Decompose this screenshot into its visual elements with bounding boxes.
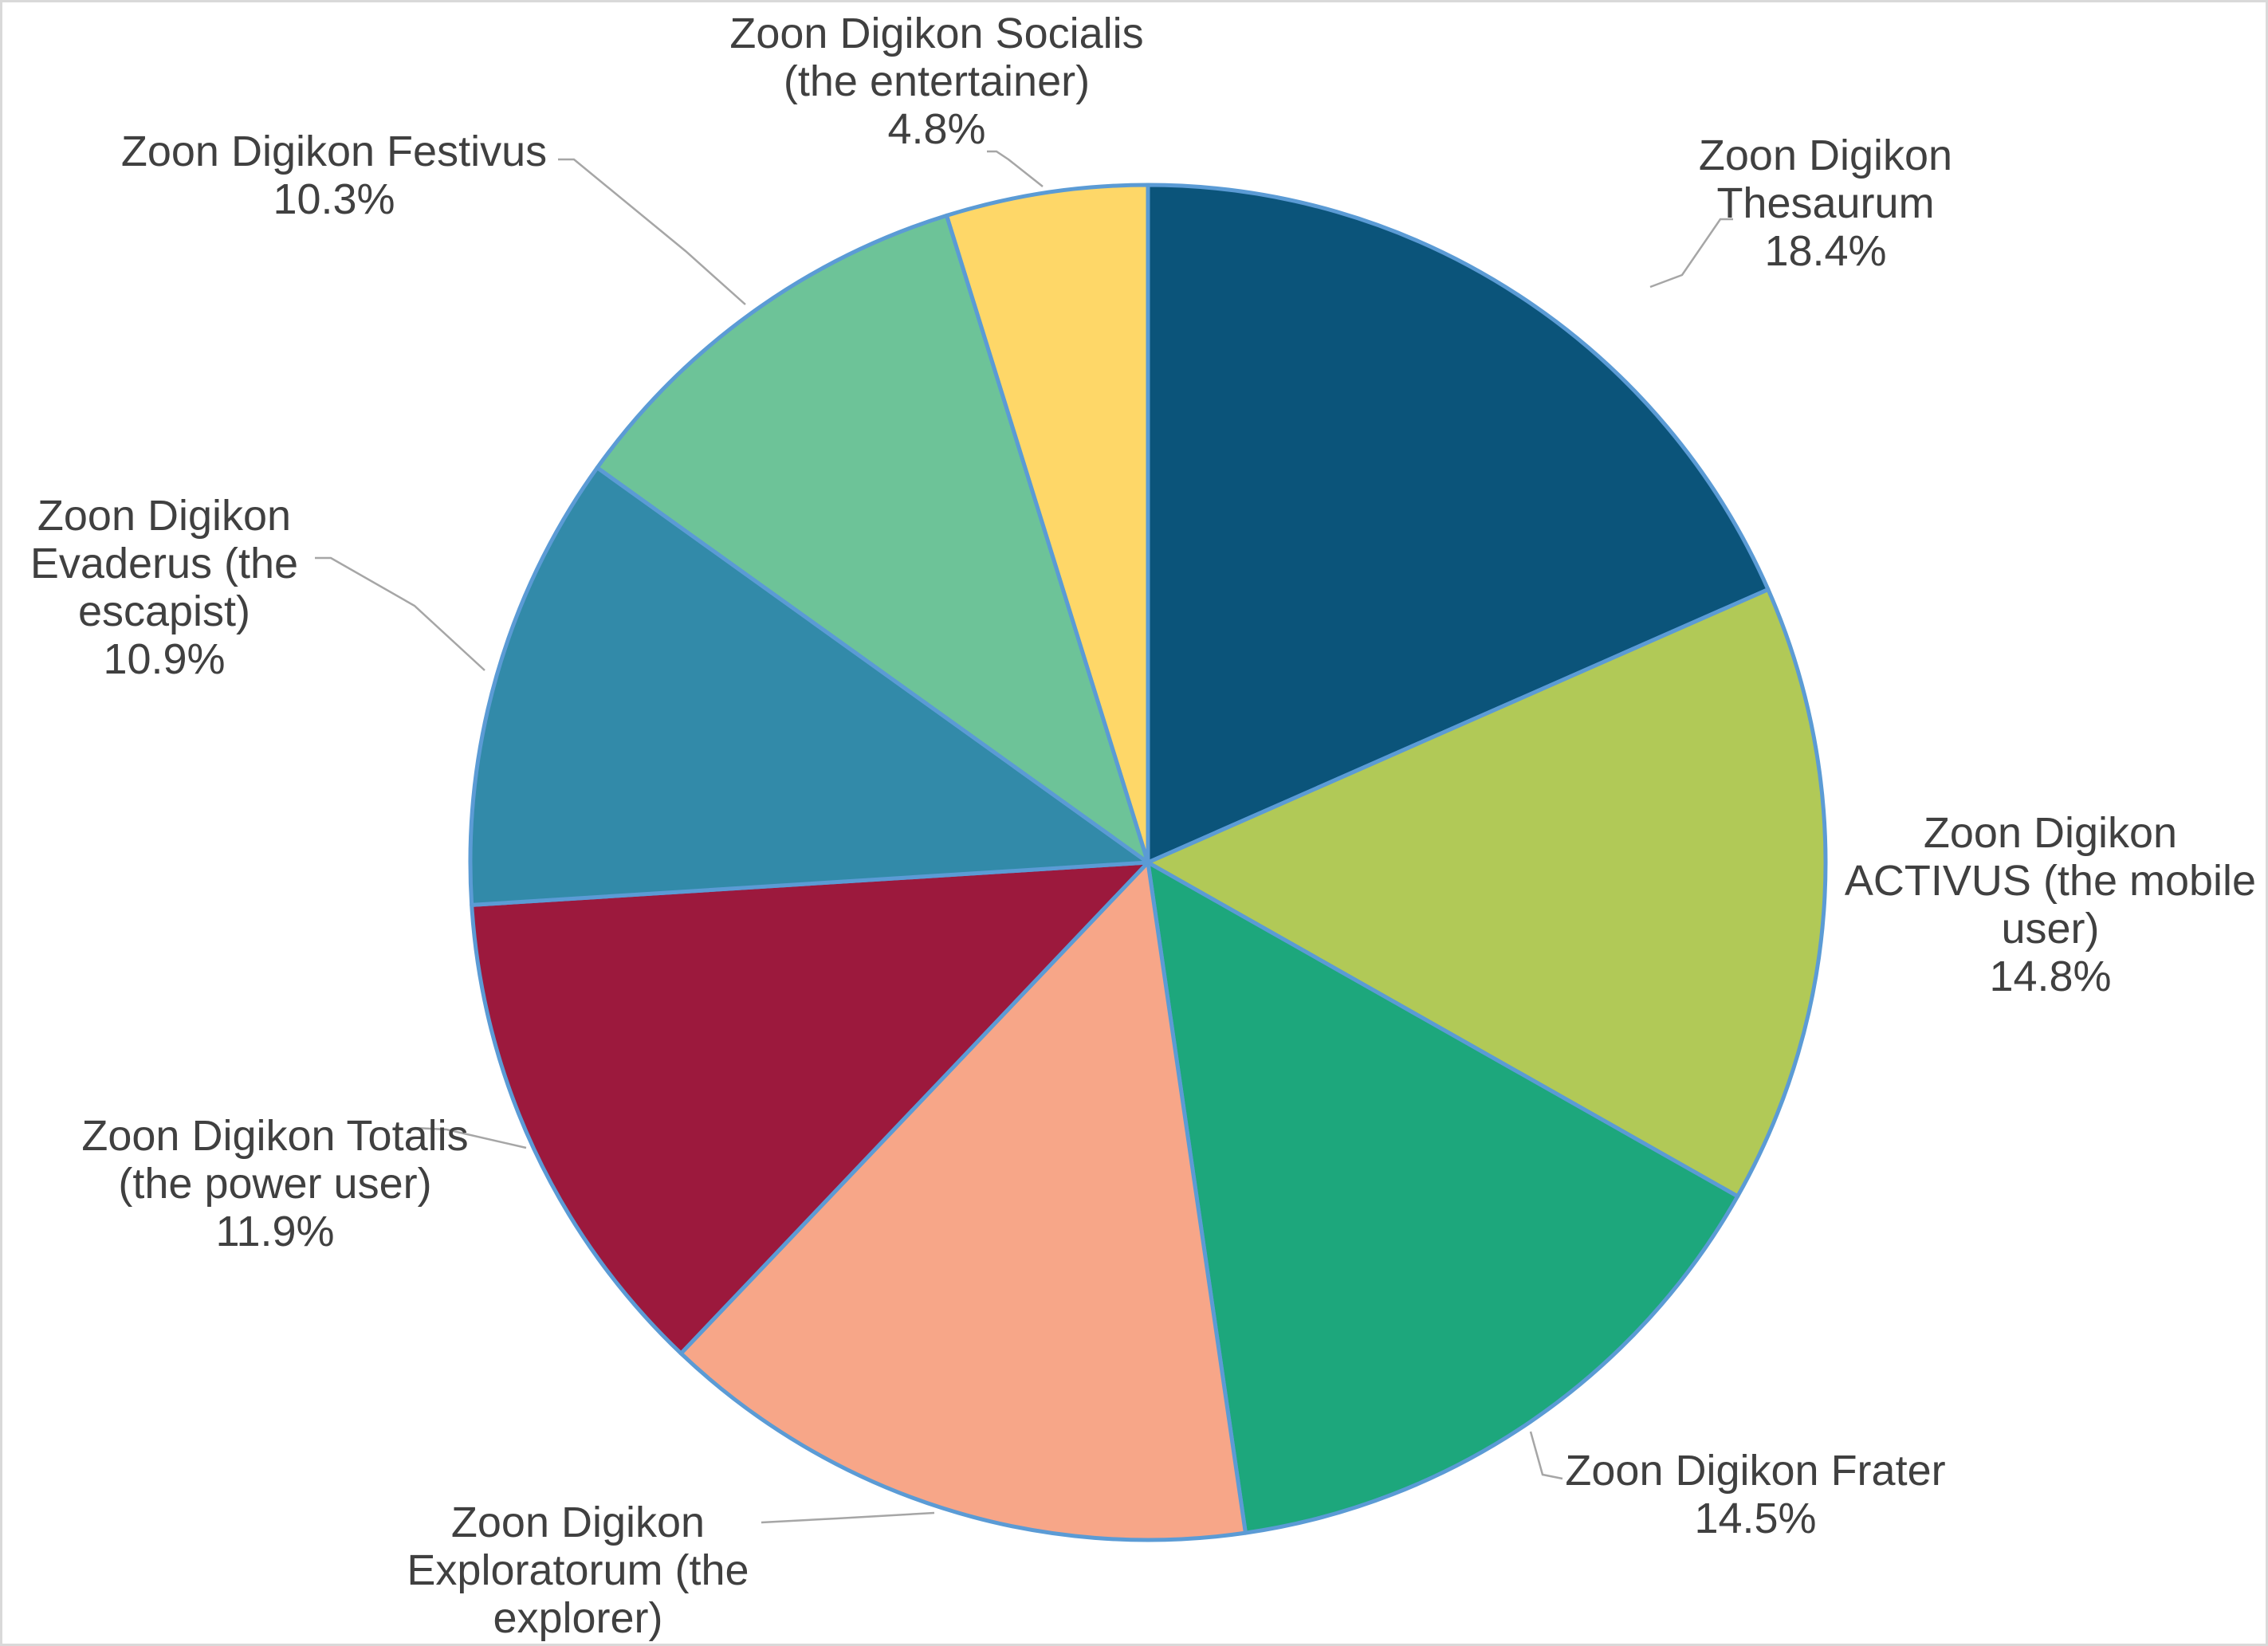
leader-lines-layer (315, 150, 1733, 1524)
leader-line-4 (761, 1511, 935, 1524)
slice-category-label: Zoon Digikon (1924, 809, 2177, 857)
data-label-3: Zoon Digikon Frater 14.5% (1565, 1447, 1945, 1542)
slice-category-label: Evaderus (the (30, 540, 298, 587)
slice-value-label: 14.4% (517, 1642, 639, 1646)
slice-category-label: Zoon Digikon Totalis (81, 1112, 468, 1160)
leader-line-5 (414, 1126, 527, 1149)
slice-category-label: explorer) (493, 1594, 662, 1642)
slice-value-label: 10.3% (273, 175, 395, 223)
slice-value-label: 4.8% (887, 105, 985, 153)
pie-slice-4[interactable] (678, 860, 1248, 1542)
pie-slice-3[interactable] (1146, 860, 1740, 1535)
leader-line-3 (1529, 1431, 1563, 1480)
slice-value-label: 18.4% (1764, 227, 1886, 275)
slice-category-label: Thesaurum (1716, 179, 1934, 227)
slice-category-label: Zoon Digikon (37, 492, 291, 540)
slice-value-label: 14.8% (1989, 953, 2111, 1000)
leader-line-6 (315, 556, 485, 671)
pie-slice-2[interactable] (1146, 587, 1828, 1199)
leader-line-8 (987, 150, 1044, 187)
slice-category-label: Zoon Digikon (1699, 132, 1952, 179)
slice-category-label: (the power user) (118, 1160, 431, 1208)
data-label-5: Zoon Digikon Totalis (the power user) 11.9… (81, 1112, 468, 1255)
pie-slice-6[interactable] (468, 466, 1150, 907)
leader-line-7 (558, 158, 746, 305)
pie-slice-8[interactable] (945, 183, 1150, 865)
slice-category-label: Zoon Digikon Socialis (729, 10, 1143, 57)
pie-slice-7[interactable] (595, 213, 1150, 865)
slices-layer (468, 183, 1828, 1542)
leader-line-1 (1649, 218, 1733, 289)
pie-slice-1[interactable] (1146, 183, 1771, 865)
data-labels-layer: Zoon Digikon Thesaurum 18.4%Zoon Digikon AC… (30, 10, 2256, 1646)
slice-value-label: 11.9% (215, 1208, 334, 1255)
data-label-1: Zoon Digikon Thesaurum 18.4% (1699, 132, 1952, 275)
slice-category-label: Zoon Digikon (451, 1499, 705, 1546)
slice-value-label: 14.5% (1694, 1495, 1816, 1542)
slice-category-label: Zoon Digikon Frater (1565, 1447, 1945, 1495)
slice-category-label: ACTIVUS (the mobile (1845, 857, 2256, 905)
data-label-6: Zoon Digikon Evaderus (the escapist) 10.9% (30, 492, 298, 683)
slice-category-label: user) (2001, 905, 2099, 953)
slice-value-label: 10.9% (103, 635, 225, 683)
data-label-2: Zoon Digikon ACTIVUS (the mobile user) 14.8… (1845, 809, 2256, 1000)
slice-category-label: Zoon Digikon Festivus (121, 128, 547, 175)
slice-category-label: (the entertainer) (784, 57, 1090, 105)
pie-slice-5[interactable] (470, 860, 1150, 1356)
slice-category-label: escapist) (78, 587, 250, 635)
data-label-8: Zoon Digikon Socialis (the entertainer) 4.… (729, 10, 1143, 153)
slice-category-label: Exploratorum (the (407, 1546, 749, 1594)
data-label-7: Zoon Digikon Festivus 10.3% (121, 128, 547, 223)
